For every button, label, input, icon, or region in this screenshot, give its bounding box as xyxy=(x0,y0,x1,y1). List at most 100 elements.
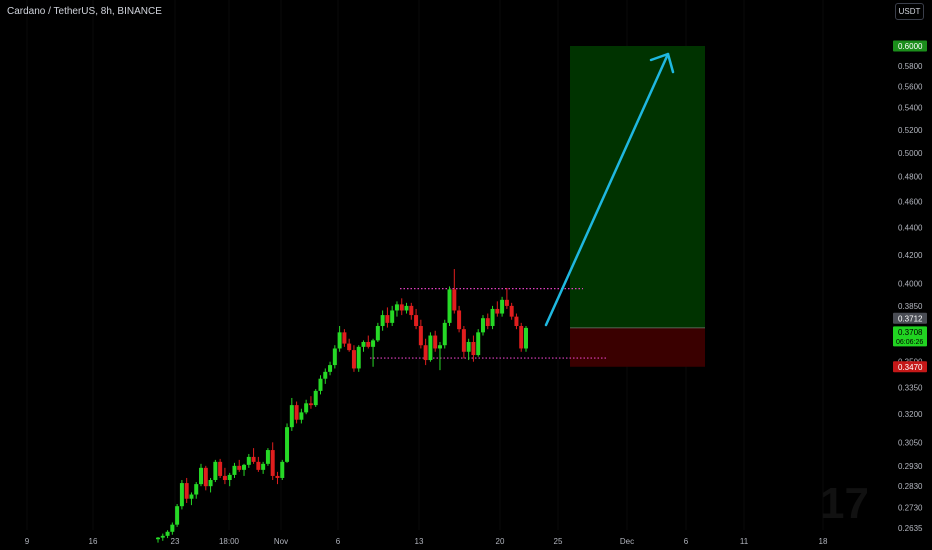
price-tick-label: 0.5400 xyxy=(898,104,923,113)
candle-body xyxy=(256,461,261,470)
candle-body xyxy=(318,378,323,391)
candle-body xyxy=(313,390,318,406)
candle-body xyxy=(227,474,232,481)
arrow-shaft xyxy=(544,52,670,327)
candle-body xyxy=(218,461,223,476)
symbol-title[interactable]: Cardano / TetherUS, 8h, BINANCE xyxy=(7,6,162,17)
candle-body xyxy=(509,305,514,317)
candle-body xyxy=(265,450,270,464)
time-tick-label: 16 xyxy=(89,537,98,546)
price-label-text: 0.3712 xyxy=(898,314,923,323)
candle-body xyxy=(270,450,275,476)
candle-body xyxy=(399,304,404,311)
price-label-current xyxy=(893,312,927,324)
candle-body xyxy=(328,365,333,372)
candle-body xyxy=(165,531,170,536)
candle-body xyxy=(222,475,227,481)
time-tick-label: 25 xyxy=(554,537,563,546)
price-axis[interactable]: 0.5800 0.5600 0.5400 0.5200 0.5000 0.4800 0.46… xyxy=(898,62,923,533)
price-label-target xyxy=(893,40,927,52)
candle-body xyxy=(390,310,395,323)
candle-body xyxy=(285,427,290,462)
time-tick-label: Dec xyxy=(620,537,634,546)
price-tick-label: 0.3850 xyxy=(898,302,923,311)
candle-body xyxy=(442,322,447,346)
candle-body xyxy=(504,299,509,306)
candle-body xyxy=(203,467,208,487)
price-tick-label: 0.2830 xyxy=(898,482,923,491)
price-tick-label: 0.4800 xyxy=(898,173,923,182)
candle-body xyxy=(375,326,380,341)
time-tick-label: Nov xyxy=(274,537,288,546)
candle-body xyxy=(490,308,495,327)
price-tick-label: 0.5800 xyxy=(898,62,923,71)
price-tick-label: 0.5000 xyxy=(898,149,923,158)
candle-body xyxy=(461,329,466,352)
candle-body xyxy=(514,316,519,327)
time-tick-label: 11 xyxy=(740,537,749,546)
candle-body xyxy=(480,318,485,333)
candle-body xyxy=(404,305,409,311)
tradingview-watermark: 17 xyxy=(820,479,869,528)
candle-body xyxy=(371,340,376,347)
candle-body xyxy=(428,335,433,361)
candle-body xyxy=(213,461,218,481)
time-tick-label: 9 xyxy=(25,537,30,546)
candle-body xyxy=(261,463,266,470)
time-tick-label: 6 xyxy=(684,537,689,546)
long-position-profit-zone[interactable] xyxy=(570,46,705,328)
price-label-text: 0.3470 xyxy=(898,363,923,372)
price-tick-label: 0.4000 xyxy=(898,280,923,289)
candle-body xyxy=(332,348,337,366)
candle-body xyxy=(246,456,251,465)
candle-body xyxy=(380,315,385,327)
candle-body xyxy=(361,341,366,347)
candle-body xyxy=(170,524,175,532)
candle-body xyxy=(160,535,165,538)
candle-body xyxy=(356,346,361,369)
candle-body xyxy=(366,341,371,347)
price-labels: 0.6000 0.3712 0.3708 06:06:26 0.3470 xyxy=(893,40,927,373)
time-axis[interactable]: 9 16 23 18:00 Nov 6 13 20 25 Dec 6 11 18 xyxy=(25,537,828,546)
candlestick-series xyxy=(156,269,528,543)
candle-body xyxy=(394,304,399,311)
price-label-stop xyxy=(893,361,927,373)
candle-body xyxy=(466,341,471,352)
projection-arrow[interactable] xyxy=(544,52,675,327)
candle-body xyxy=(485,318,490,327)
time-tick-label: 13 xyxy=(415,537,424,546)
candle-body xyxy=(495,308,500,314)
time-tick-label: 6 xyxy=(336,537,341,546)
price-tick-label: 0.4600 xyxy=(898,198,923,207)
candle-body xyxy=(156,537,160,540)
candle-body xyxy=(304,403,309,413)
candle-body xyxy=(337,332,342,349)
candle-body xyxy=(299,412,304,420)
candle-body xyxy=(208,480,213,487)
candle-body xyxy=(308,403,313,406)
price-tick-label: 0.5200 xyxy=(898,126,923,135)
candle-body xyxy=(433,335,438,349)
currency-button[interactable]: USDT xyxy=(895,3,924,20)
bar-countdown-text: 06:06:26 xyxy=(896,339,923,346)
candle-body xyxy=(294,405,299,420)
candle-body xyxy=(423,345,428,361)
price-tick-label: 0.3350 xyxy=(898,383,923,392)
candle-body xyxy=(471,341,476,356)
candle-body xyxy=(323,371,328,379)
candle-body xyxy=(237,465,242,470)
candle-body xyxy=(232,465,237,475)
candle-body xyxy=(251,456,256,462)
time-tick-label: 23 xyxy=(171,537,180,546)
candle-body xyxy=(524,327,528,349)
price-tick-label: 0.5600 xyxy=(898,82,923,91)
candle-body xyxy=(342,332,347,344)
price-label-last xyxy=(893,326,927,347)
time-tick-label: 18:00 xyxy=(219,537,240,546)
candle-body xyxy=(275,475,280,478)
candle-body xyxy=(175,506,180,525)
candle-body xyxy=(280,461,285,478)
candle-body xyxy=(519,326,524,349)
long-position-stop-zone[interactable] xyxy=(570,327,705,367)
